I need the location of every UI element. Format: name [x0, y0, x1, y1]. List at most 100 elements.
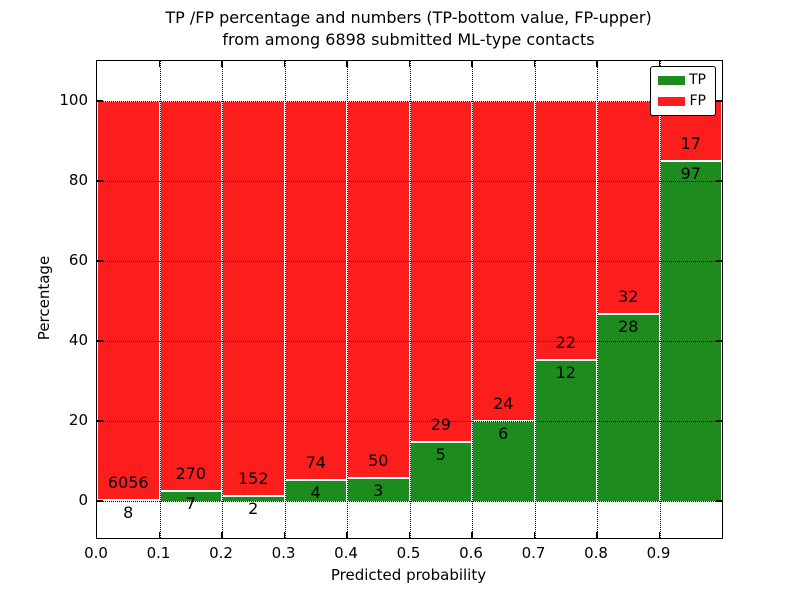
bar-segment-tp	[534, 359, 597, 501]
x-tick-label: 0.5	[396, 544, 421, 562]
bar-count-label-fp: 6056	[107, 473, 149, 493]
x-tick-label: 0.0	[84, 544, 108, 562]
y-axis-label: Percentage	[35, 255, 53, 341]
x-gridline	[222, 61, 223, 538]
bar-segment-fp	[347, 101, 410, 479]
y-tick-mark-left	[97, 100, 103, 102]
y-tick-label: 100	[59, 91, 88, 109]
x-tick-mark-top	[471, 61, 473, 67]
legend-item-tp: TP	[658, 73, 706, 88]
legend-label-tp: TP	[689, 72, 706, 88]
bar-segment-fp	[534, 101, 597, 360]
x-gridline	[659, 61, 661, 538]
bar-count-label-fp: 24	[493, 394, 514, 413]
bar-count-label-tp: 3	[373, 481, 384, 501]
x-tick-label: 0.9	[646, 544, 671, 562]
bar-segment-tp	[472, 421, 535, 501]
bar-count-label-tp: 6	[498, 424, 509, 443]
bar-count-label-tp: 4	[310, 483, 321, 503]
bar-segment-fp	[284, 101, 347, 481]
y-tick-label: 40	[68, 331, 88, 349]
y-tick-mark-right	[716, 100, 722, 102]
y-tick-mark-left	[97, 420, 103, 422]
x-tick-mark-top	[408, 61, 411, 67]
chart-title-line1: TP /FP percentage and numbers (TP-bottom…	[165, 8, 652, 27]
x-tick-mark-bottom	[408, 532, 411, 538]
chart-title: TP /FP percentage and numbers (TP-bottom…	[96, 7, 721, 51]
y-tick-mark-right	[716, 420, 722, 422]
y-tick-mark-right	[716, 260, 722, 262]
bar-segment-fp	[97, 101, 160, 501]
x-tick-mark-bottom	[221, 532, 223, 538]
bar-count-label-fp: 22	[555, 332, 576, 352]
x-tick-mark-top	[658, 61, 661, 67]
x-tick-mark-top	[346, 61, 348, 67]
legend-label-fp: FP	[689, 93, 707, 109]
y-tick-label: 0	[78, 491, 88, 509]
x-tick-label: 0.8	[584, 544, 608, 562]
bar-count-label-fp: 50	[368, 451, 389, 471]
x-tick-mark-bottom	[658, 532, 661, 538]
x-gridline	[347, 61, 348, 538]
bar-segment-fp	[409, 101, 472, 443]
y-tick-mark-right	[716, 340, 722, 342]
x-tick-mark-top	[533, 61, 536, 67]
bar-count-label-fp: 270	[175, 463, 207, 483]
x-tick-mark-bottom	[283, 532, 286, 538]
tp-swatch	[658, 76, 685, 85]
x-tick-label: 0.7	[521, 544, 546, 562]
x-tick-label: 0.2	[209, 544, 233, 562]
bar-count-label-tp: 7	[185, 493, 196, 513]
x-tick-mark-top	[596, 61, 598, 67]
x-gridline	[284, 61, 286, 538]
x-tick-mark-bottom	[158, 532, 161, 538]
x-tick-label: 0.6	[459, 544, 483, 562]
bar-count-label-fp: 74	[305, 453, 326, 473]
x-gridline	[159, 61, 161, 538]
x-tick-mark-bottom	[346, 532, 348, 538]
plot-area: TP FP 6056 8 270 7 152 2 74 4 50 3 29 5 24 6 22 12 32 28 1…	[96, 60, 723, 539]
x-tick-mark-bottom	[533, 532, 536, 538]
bar-count-label-fp: 17	[680, 133, 701, 153]
chart-title-line2: from among 6898 submitted ML-type contac…	[222, 30, 595, 49]
x-gridline	[534, 61, 536, 538]
y-tick-mark-left	[97, 340, 103, 342]
bar-count-label-fp: 32	[618, 287, 639, 307]
bar-segment-tp	[659, 160, 722, 501]
y-tick-label: 80	[68, 171, 88, 189]
legend: TP FP	[650, 66, 716, 116]
x-gridline	[472, 61, 473, 538]
bar-count-label-tp: 5	[435, 445, 446, 465]
bar-segment-tp	[597, 314, 660, 501]
bar-segment-fp	[222, 101, 285, 496]
x-tick-mark-bottom	[596, 532, 598, 538]
y-tick-mark-left	[97, 500, 103, 502]
y-tick-mark-right	[716, 180, 722, 182]
bar-segment-fp	[159, 101, 222, 491]
x-gridline	[409, 61, 411, 538]
x-tick-mark-top	[158, 61, 161, 67]
y-tick-mark-right	[716, 500, 722, 502]
bar-count-label-fp: 152	[237, 468, 269, 488]
y-tick-mark-left	[97, 260, 103, 262]
bar-count-label-fp: 29	[430, 415, 451, 435]
bar-count-label-tp: 8	[123, 503, 134, 523]
x-tick-mark-bottom	[471, 532, 473, 538]
y-tick-label: 60	[68, 251, 88, 269]
x-tick-label: 0.3	[271, 544, 296, 562]
bar-count-label-tp: 2	[248, 498, 259, 518]
bar-count-label-tp: 12	[555, 362, 576, 382]
y-tick-label: 20	[68, 411, 88, 429]
x-tick-mark-top	[221, 61, 223, 67]
x-tick-mark-top	[283, 61, 286, 67]
fp-swatch	[658, 97, 685, 106]
y-tick-mark-left	[97, 180, 103, 182]
bar-count-label-tp: 97	[680, 163, 701, 183]
bar-segment-fp	[597, 101, 660, 315]
x-axis-label: Predicted probability	[330, 566, 487, 584]
bar-count-label-tp: 28	[618, 317, 639, 337]
x-tick-label: 0.4	[334, 544, 358, 562]
legend-item-fp: FP	[658, 94, 706, 109]
x-gridline	[597, 61, 598, 538]
